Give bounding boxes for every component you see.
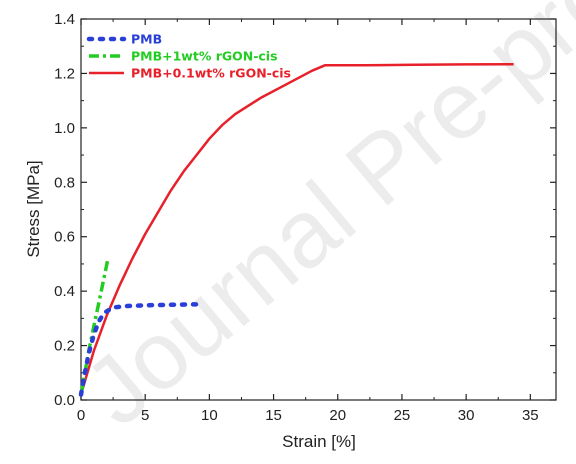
- x-tick-label: 35: [522, 407, 539, 424]
- y-tick-label: 0.6: [54, 229, 75, 246]
- x-tick-label: 20: [329, 407, 346, 424]
- x-tick-label: 10: [201, 407, 218, 424]
- y-tick-label: 0.4: [54, 283, 75, 300]
- y-tick-label: 1.4: [54, 11, 75, 28]
- x-axis-title: Strain [%]: [282, 432, 356, 451]
- y-tick-label: 0.2: [54, 338, 75, 355]
- y-tick-label: 0.0: [54, 392, 75, 409]
- axes: 0 5 10 15 20 25 30 35 0.0 0.2 0.4 0.6 0.8 1.0 1.2 1.4: [54, 11, 557, 424]
- x-tick-label: 30: [458, 407, 475, 424]
- legend-label-2: PMB+1wt% rGON-cis: [131, 49, 278, 64]
- series-line-3: [79, 62, 514, 395]
- legend: PMB PMB+1wt% rGON-cis PMB+0.1wt% rGON-cis: [86, 32, 291, 81]
- legend-label-3: PMB+0.1wt% rGON-cis: [131, 66, 291, 81]
- series-layer: [78, 62, 514, 397]
- legend-label-1: PMB: [131, 32, 162, 47]
- x-tick-label: 15: [265, 407, 282, 424]
- x-tick-label: 25: [394, 407, 411, 424]
- x-tick-label: 0: [77, 407, 85, 424]
- y-tick-label: 1.0: [54, 120, 75, 137]
- x-tick-label: 5: [141, 407, 149, 424]
- y-axis-title: Stress [MPa]: [24, 160, 43, 257]
- y-tick-label: 1.2: [54, 65, 75, 82]
- y-tick-label: 0.8: [54, 174, 75, 191]
- series-line-1: [78, 301, 206, 397]
